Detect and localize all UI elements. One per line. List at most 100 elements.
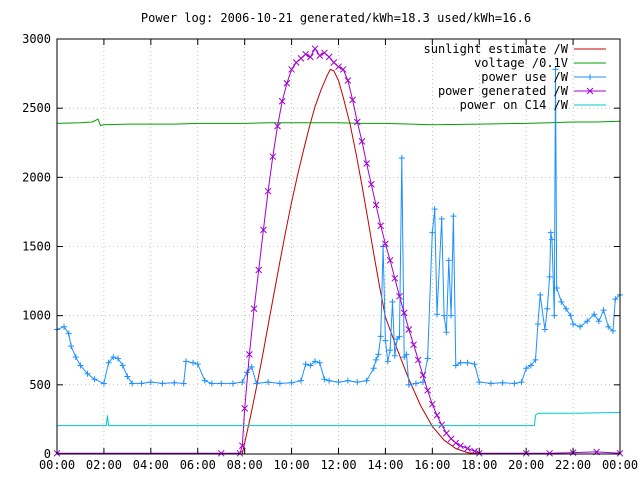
data-point: [349, 96, 356, 104]
data-point: [438, 215, 445, 222]
data-point: [518, 379, 525, 386]
x-tick-label: 00:00: [39, 458, 75, 472]
data-point: [321, 376, 328, 383]
x-tick-label: 06:00: [180, 458, 216, 472]
data-point: [412, 380, 419, 387]
data-point: [375, 351, 382, 358]
data-point: [386, 256, 394, 264]
data-point: [398, 154, 405, 161]
data-point: [546, 273, 553, 280]
data-point: [171, 379, 178, 386]
data-point: [552, 66, 559, 73]
data-point: [358, 138, 366, 145]
data-point: [325, 53, 333, 61]
data-point: [558, 298, 565, 305]
data-point: [159, 380, 166, 387]
x-tick-label: 20:00: [508, 458, 544, 472]
data-point: [532, 356, 539, 363]
data-point: [335, 63, 342, 71]
data-point: [274, 122, 281, 130]
data-point: [65, 330, 72, 337]
x-tick-label: 10:00: [274, 458, 310, 472]
data-point: [354, 379, 361, 386]
data-point: [391, 352, 398, 359]
data-point: [363, 377, 370, 384]
data-point: [250, 305, 258, 313]
data-point: [391, 274, 399, 282]
data-point: [373, 356, 380, 363]
y-tick-label: 500: [29, 378, 51, 392]
series-sunlight-estimate-w: [241, 68, 480, 455]
series-power-use-w: [54, 66, 623, 388]
legend-marker: [587, 74, 593, 80]
data-point: [316, 52, 324, 59]
data-point: [217, 449, 225, 457]
data-point: [68, 343, 75, 350]
data-point: [434, 311, 441, 318]
data-point: [72, 354, 79, 361]
data-point: [448, 312, 455, 319]
data-point: [396, 292, 403, 300]
data-point: [595, 318, 602, 325]
y-tick-label: 1000: [22, 309, 51, 323]
data-point: [311, 45, 319, 53]
data-point: [457, 359, 464, 366]
x-tick-label: 16:00: [414, 458, 450, 472]
data-point: [523, 365, 530, 372]
data-point: [276, 380, 283, 387]
data-point: [382, 240, 389, 248]
data-point: [487, 380, 494, 387]
data-point: [353, 118, 361, 126]
data-point: [253, 380, 260, 387]
data-point: [464, 445, 471, 452]
data-point: [138, 380, 145, 387]
data-point: [110, 354, 117, 361]
data-point: [452, 439, 460, 447]
data-point: [577, 323, 584, 330]
data-point: [264, 187, 272, 195]
data-point: [511, 380, 518, 387]
data-point: [194, 361, 201, 368]
data-point: [567, 312, 574, 319]
data-point: [239, 379, 246, 386]
data-point: [218, 380, 225, 387]
data-point: [114, 355, 121, 362]
data-point: [105, 359, 112, 366]
chart-title: Power log: 2006-10-21 generated/kWh=18.3…: [141, 11, 531, 25]
data-point: [236, 449, 244, 457]
data-point: [389, 298, 396, 305]
data-point: [534, 320, 541, 327]
data-point: [464, 359, 471, 366]
data-point: [246, 351, 253, 358]
x-tick-label: 14:00: [367, 458, 403, 472]
data-point: [363, 160, 371, 167]
series-line: [56, 118, 621, 127]
data-point: [384, 358, 391, 365]
y-tick-label: 1500: [22, 240, 51, 254]
legend-label: power generated /W: [438, 84, 569, 98]
series-line: [57, 412, 621, 427]
data-point: [457, 442, 464, 450]
data-point: [400, 309, 408, 317]
data-point: [260, 226, 267, 234]
x-tick-label: 08:00: [227, 458, 263, 472]
data-point: [61, 323, 68, 330]
data-point: [190, 359, 197, 366]
data-point: [544, 305, 551, 312]
y-tick-label: 2500: [22, 101, 51, 115]
series-line: [241, 68, 480, 455]
x-tick-label: 00:00: [602, 458, 638, 472]
data-point: [180, 380, 187, 387]
data-point: [248, 363, 255, 370]
data-point: [201, 377, 208, 384]
data-point: [452, 362, 459, 369]
data-point: [255, 266, 263, 274]
y-tick-label: 0: [44, 447, 51, 461]
data-point: [403, 351, 410, 358]
data-point: [605, 323, 612, 330]
data-point: [288, 66, 295, 73]
data-point: [541, 326, 548, 333]
